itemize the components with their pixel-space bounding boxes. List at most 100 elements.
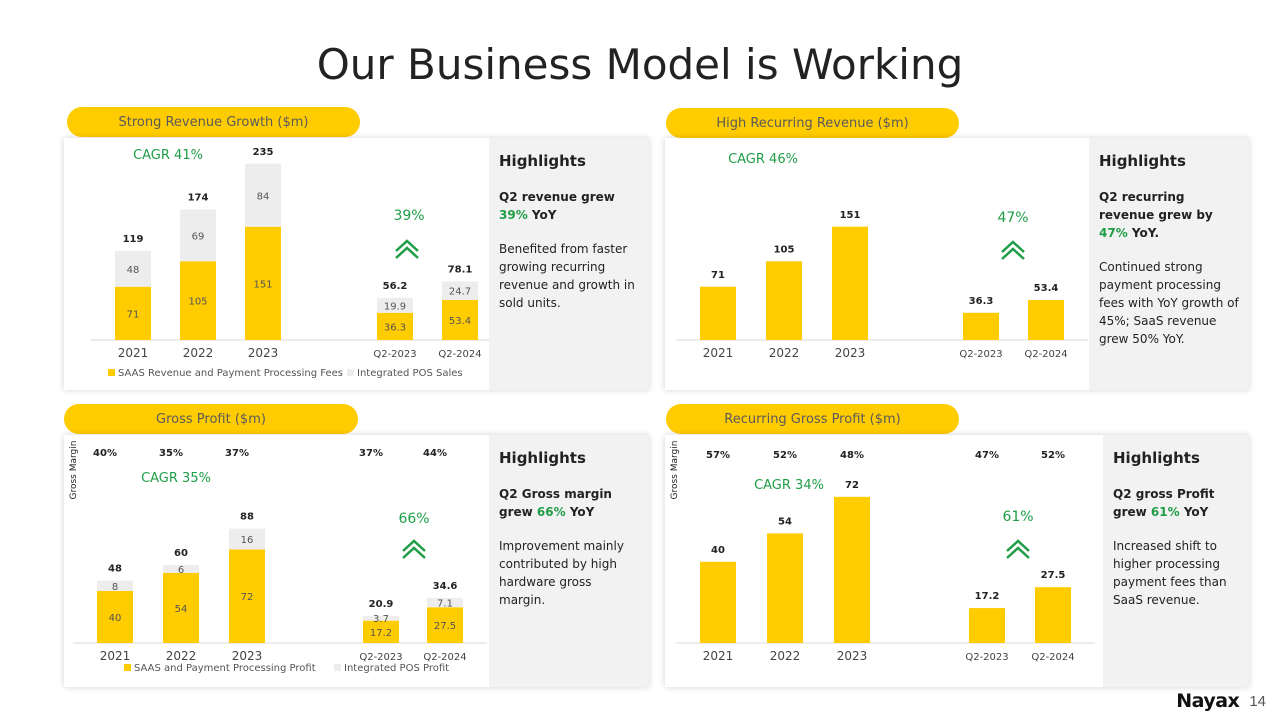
bar-secondary: [115, 250, 151, 287]
highlights-heading: Highlights: [499, 152, 586, 170]
bar-primary-label: 54: [175, 604, 188, 615]
x-tick-label: 2021: [100, 649, 131, 663]
bar-secondary: [229, 528, 265, 550]
bar-secondary-label: 19.9: [384, 301, 406, 312]
bar-primary-label: 72: [241, 592, 254, 603]
highlights-lead: Q2 recurring revenue grew by 47% YoY.: [1099, 190, 1213, 240]
bar-primary-label: 151: [253, 279, 272, 290]
highlights-body: Improvement mainly contributed by high h…: [499, 539, 624, 607]
bar-primary: [700, 561, 736, 643]
bar-total-label: 48: [108, 564, 122, 575]
bar-secondary: [377, 297, 413, 313]
page-number: 14: [1249, 692, 1266, 710]
x-tick-label: Q2-2023: [373, 349, 416, 360]
x-tick-label: Q2-2023: [965, 652, 1008, 663]
bar-primary: [834, 496, 870, 643]
legend-swatch-primary: [124, 664, 131, 671]
bar-value-label: 71: [711, 270, 725, 281]
bar-primary: [97, 591, 133, 643]
legend-swatch-primary: [108, 369, 115, 376]
bar-primary-label: 36.3: [384, 322, 406, 333]
gross-margin-label: 40%: [93, 448, 117, 459]
gross-margin-label: 37%: [225, 448, 249, 459]
x-tick-label: 2023: [835, 346, 866, 360]
bar-value-label: 40: [711, 545, 725, 556]
bar-secondary-label: 48: [127, 265, 140, 276]
bar-total-label: 78.1: [448, 264, 473, 275]
x-tick-label: 2022: [166, 649, 197, 663]
bar-primary: [767, 533, 803, 643]
bar-primary: [163, 572, 199, 643]
y-axis-title: Gross Margin: [670, 441, 680, 500]
x-tick-label: 2022: [183, 346, 214, 360]
bar-secondary-label: 84: [257, 191, 270, 202]
x-tick-label: 2021: [703, 346, 734, 360]
bar-value-label: 151: [840, 210, 861, 221]
revenue-highlights: Highlights Q2 revenue grew 39% YoY Benef…: [489, 138, 649, 390]
legend-swatch-secondary: [347, 369, 354, 376]
growth-label: 66%: [398, 511, 429, 527]
footer: Nayax 14: [1176, 690, 1266, 712]
highlights-body: Continued strong payment processing fees…: [1099, 260, 1239, 346]
highlights-heading: Highlights: [499, 449, 586, 467]
bar-secondary-label: 7.1: [437, 599, 453, 610]
gross-profit-panel: 40 8 48 2021 40% 54 6 60 2022 35% 72 16 88 2023 37% 17.…: [64, 435, 649, 687]
bar-secondary: [245, 163, 281, 227]
recurring-gross-profit-chart: 40 2021 57% 54 2022 52% 72 2023 48% 17.2 Q2-2023 47…: [670, 441, 1095, 663]
cagr-label: CAGR 35%: [141, 471, 211, 486]
double-chevron-up-icon: [1001, 240, 1025, 260]
bar-total-label: 235: [253, 147, 274, 158]
double-chevron-up-icon: [395, 239, 419, 259]
page-title: Our Business Model is Working: [316, 40, 964, 89]
bar-secondary: [363, 615, 399, 621]
x-tick-label: 2021: [703, 649, 734, 663]
bar-secondary-label: 69: [192, 231, 205, 242]
legend-label-secondary: Integrated POS Sales: [357, 368, 463, 379]
bar-primary: [180, 261, 216, 340]
legend-label-secondary: Integrated POS Profit: [344, 663, 449, 674]
bar-primary-label: 71: [127, 309, 140, 320]
x-tick-label: Q2-2024: [1031, 652, 1074, 663]
bar-total-label: 56.2: [383, 281, 408, 292]
bar-secondary-label: 24.7: [449, 287, 471, 298]
recurring-gross-profit-highlights: Highlights Q2 gross Profit grew 61% YoY …: [1103, 435, 1249, 687]
bar-value-label: 27.5: [1041, 570, 1066, 581]
highlights-body: Benefited from faster growing recurring …: [499, 242, 635, 310]
gross-profit-highlights: Highlights Q2 Gross margin grew 66% YoY …: [489, 435, 649, 687]
growth-label: 39%: [393, 208, 424, 224]
revenue-pill: Strong Revenue Growth ($m): [67, 107, 360, 137]
revenue-chart: 71 48 119 2021 105 69 174 2022 151 84 235 2023 36.3 1…: [91, 147, 489, 379]
x-tick-label: 2021: [118, 346, 149, 360]
x-tick-label: Q2-2023: [359, 652, 402, 663]
gross-margin-label: 52%: [1041, 450, 1065, 461]
bar-primary: [1035, 587, 1071, 643]
double-chevron-up-icon: [1006, 539, 1030, 559]
x-tick-label: 2023: [837, 649, 868, 663]
bar-total-label: 174: [188, 193, 209, 204]
gross-margin-label: 47%: [975, 450, 999, 461]
bar-primary-label: 17.2: [370, 628, 392, 639]
bar-primary-label: 105: [188, 297, 207, 308]
bar-value-label: 17.2: [975, 591, 1000, 602]
recurring-chart: 71 2021 105 2022 151 2023 36.3 Q2-2023 53.4 Q2-20…: [676, 152, 1088, 360]
gross-margin-label: 44%: [423, 448, 447, 459]
bar-primary: [766, 261, 802, 340]
highlights-body: Increased shift to higher processing pay…: [1113, 539, 1227, 607]
nayax-logo: Nayax: [1176, 690, 1240, 712]
recurring-highlights: Highlights Q2 recurring revenue grew by …: [1089, 138, 1249, 390]
x-tick-label: 2023: [248, 346, 279, 360]
bar-value-label: 53.4: [1034, 283, 1059, 294]
bar-primary-label: 53.4: [449, 316, 471, 327]
bar-secondary-label: 6: [178, 565, 184, 576]
bar-primary: [363, 620, 399, 643]
bar-total-label: 119: [123, 234, 144, 245]
gross-profit-chart: 40 8 48 2021 40% 54 6 60 2022 35% 72 16 88 2023 37% 17.…: [69, 441, 487, 674]
gross-margin-label: 52%: [773, 450, 797, 461]
highlights-lead: Q2 gross Profit grew 61% YoY: [1113, 487, 1215, 519]
bar-primary: [969, 608, 1005, 643]
bar-secondary: [97, 580, 133, 591]
double-chevron-up-icon: [402, 539, 426, 559]
x-tick-label: Q2-2024: [423, 652, 466, 663]
bar-total-label: 34.6: [433, 581, 458, 592]
bar-secondary: [442, 281, 478, 300]
